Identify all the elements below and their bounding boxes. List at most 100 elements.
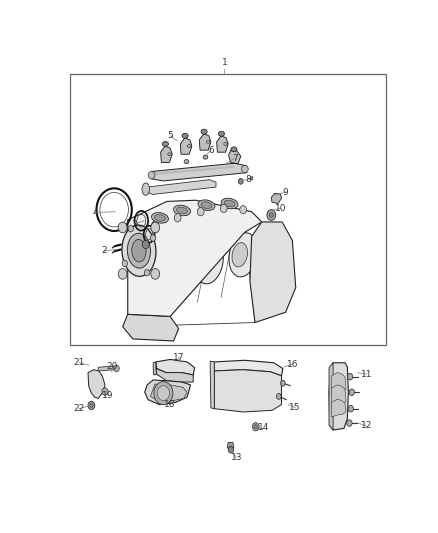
Ellipse shape xyxy=(132,239,146,262)
Circle shape xyxy=(348,406,353,412)
Polygon shape xyxy=(180,138,192,154)
Circle shape xyxy=(228,447,233,453)
Ellipse shape xyxy=(173,205,191,216)
Text: 12: 12 xyxy=(360,422,372,431)
Ellipse shape xyxy=(142,183,149,195)
Circle shape xyxy=(114,365,119,372)
Ellipse shape xyxy=(229,233,257,277)
Polygon shape xyxy=(329,363,333,430)
Circle shape xyxy=(347,420,352,426)
Circle shape xyxy=(102,388,108,395)
Circle shape xyxy=(154,382,173,405)
Text: 20: 20 xyxy=(107,362,118,372)
Polygon shape xyxy=(214,360,283,376)
Circle shape xyxy=(128,225,134,232)
Polygon shape xyxy=(332,373,346,394)
Polygon shape xyxy=(156,359,194,375)
Circle shape xyxy=(122,260,127,266)
Text: 9: 9 xyxy=(283,188,289,197)
Ellipse shape xyxy=(162,142,169,147)
Text: 2: 2 xyxy=(101,246,107,255)
Ellipse shape xyxy=(122,225,156,276)
Text: 22: 22 xyxy=(74,404,85,413)
Text: 16: 16 xyxy=(286,360,298,369)
Circle shape xyxy=(157,386,170,400)
Ellipse shape xyxy=(201,202,212,208)
Text: 1: 1 xyxy=(222,58,227,67)
Ellipse shape xyxy=(201,129,207,134)
Circle shape xyxy=(220,204,227,213)
Polygon shape xyxy=(156,368,193,382)
Ellipse shape xyxy=(221,198,238,209)
Ellipse shape xyxy=(161,248,189,292)
Ellipse shape xyxy=(148,172,155,179)
Circle shape xyxy=(118,269,127,279)
Polygon shape xyxy=(151,384,187,402)
Circle shape xyxy=(151,222,160,233)
Text: 5: 5 xyxy=(167,131,173,140)
Ellipse shape xyxy=(224,200,235,207)
Polygon shape xyxy=(153,362,156,375)
Circle shape xyxy=(254,425,258,429)
Circle shape xyxy=(88,401,95,409)
Circle shape xyxy=(252,423,259,431)
Circle shape xyxy=(142,240,149,248)
Circle shape xyxy=(269,213,273,217)
Circle shape xyxy=(90,403,93,407)
Polygon shape xyxy=(210,361,214,409)
Circle shape xyxy=(174,214,181,222)
Polygon shape xyxy=(229,149,241,164)
Polygon shape xyxy=(145,380,191,405)
Polygon shape xyxy=(128,200,262,317)
Text: 8: 8 xyxy=(245,175,251,184)
Circle shape xyxy=(349,389,354,395)
Text: 14: 14 xyxy=(258,423,269,432)
Polygon shape xyxy=(123,314,179,341)
Ellipse shape xyxy=(177,207,187,214)
Polygon shape xyxy=(199,134,211,150)
Text: 21: 21 xyxy=(74,358,85,367)
Circle shape xyxy=(347,374,353,380)
Circle shape xyxy=(118,222,127,233)
Polygon shape xyxy=(332,399,346,417)
Polygon shape xyxy=(227,442,234,450)
Ellipse shape xyxy=(198,249,214,274)
Ellipse shape xyxy=(195,240,223,284)
Text: 10: 10 xyxy=(275,204,286,213)
Text: 18: 18 xyxy=(164,400,176,409)
Polygon shape xyxy=(250,177,253,180)
Ellipse shape xyxy=(164,258,180,282)
Polygon shape xyxy=(161,146,172,163)
Text: 3: 3 xyxy=(132,220,138,229)
Circle shape xyxy=(152,221,158,229)
Ellipse shape xyxy=(184,159,189,164)
Polygon shape xyxy=(329,363,348,430)
Circle shape xyxy=(151,269,160,279)
Circle shape xyxy=(276,393,281,399)
Circle shape xyxy=(145,270,150,276)
Ellipse shape xyxy=(241,165,248,173)
Text: 15: 15 xyxy=(290,403,301,412)
Polygon shape xyxy=(147,180,216,195)
Ellipse shape xyxy=(219,131,224,136)
Ellipse shape xyxy=(127,233,151,268)
Ellipse shape xyxy=(198,200,215,211)
Circle shape xyxy=(238,179,243,184)
Polygon shape xyxy=(88,370,105,399)
Circle shape xyxy=(267,209,276,220)
Polygon shape xyxy=(152,163,247,181)
Polygon shape xyxy=(271,193,282,204)
Text: 13: 13 xyxy=(230,454,242,463)
Polygon shape xyxy=(332,385,346,407)
Polygon shape xyxy=(214,370,282,412)
Text: 4: 4 xyxy=(93,208,98,217)
Ellipse shape xyxy=(152,213,168,223)
Circle shape xyxy=(150,235,156,241)
Ellipse shape xyxy=(182,133,188,138)
Text: 6: 6 xyxy=(208,146,214,155)
Text: 19: 19 xyxy=(102,391,114,400)
Polygon shape xyxy=(152,166,235,175)
Ellipse shape xyxy=(155,214,166,221)
Ellipse shape xyxy=(232,243,247,267)
Polygon shape xyxy=(250,222,296,322)
